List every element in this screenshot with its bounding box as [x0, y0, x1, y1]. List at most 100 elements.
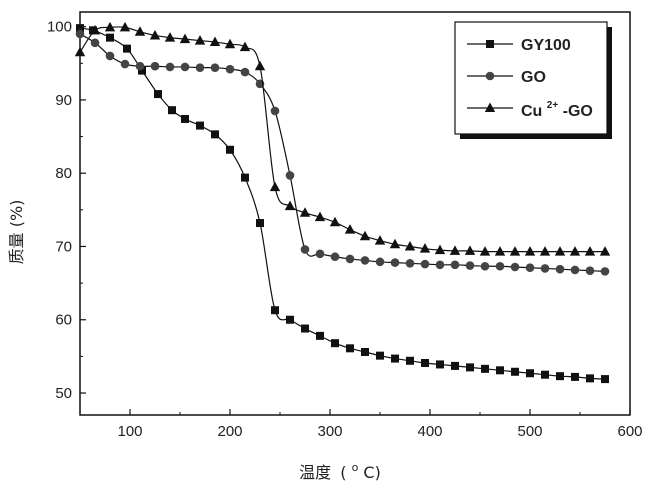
data-point-gy100 [436, 360, 444, 368]
data-point-go [346, 255, 355, 264]
data-point-go [211, 63, 220, 72]
data-point-gy100 [196, 122, 204, 130]
x-tick-label: 600 [617, 423, 642, 440]
data-point-go [406, 259, 415, 268]
data-point-cu2-go [510, 246, 520, 256]
data-point-cu2-go [240, 42, 250, 52]
data-point-cu2-go [330, 217, 340, 227]
data-point-go [166, 63, 175, 72]
legend: GY100GO Cu 2+ -GO [455, 22, 612, 139]
data-point-go [106, 52, 115, 61]
x-axis-unit-close: C) [363, 463, 380, 482]
data-point-go [376, 258, 385, 267]
legend-label-go-suffix: -GO [563, 103, 593, 120]
data-point-go [331, 252, 340, 261]
data-point-cu2-go [360, 231, 370, 241]
data-point-cu2-go [540, 246, 550, 256]
x-tick-label: 100 [117, 423, 142, 440]
x-axis-unit-open: ( [340, 463, 346, 482]
data-point-cu2-go [600, 246, 610, 256]
data-point-cu2-go [345, 224, 355, 234]
data-point-gy100 [256, 219, 264, 227]
data-point-cu2-go [585, 246, 595, 256]
data-point-go [466, 261, 475, 270]
data-point-gy100 [391, 355, 399, 363]
data-point-gy100 [526, 369, 534, 377]
y-tick-label: 70 [55, 238, 72, 255]
data-point-gy100 [181, 115, 189, 123]
data-point-cu2-go [465, 245, 475, 255]
data-point-gy100 [466, 363, 474, 371]
data-point-go [526, 263, 535, 272]
legend-label-cu-superscript: 2+ [547, 100, 559, 111]
data-point-gy100 [376, 352, 384, 360]
data-point-gy100 [421, 359, 429, 367]
data-point-gy100 [571, 373, 579, 381]
data-point-go [601, 267, 610, 276]
data-point-gy100 [451, 362, 459, 370]
data-point-cu2-go [450, 245, 460, 255]
data-point-go [541, 264, 550, 273]
data-point-go [181, 63, 190, 72]
y-tick-label: 60 [55, 312, 72, 329]
legend-label-go: GO [521, 69, 546, 86]
data-point-go [121, 60, 130, 69]
data-point-go [241, 68, 250, 77]
data-point-gy100 [241, 174, 249, 182]
data-point-gy100 [301, 325, 309, 333]
data-point-go [316, 250, 325, 259]
data-point-cu2-go [570, 246, 580, 256]
x-axis-title: 温度 ( o C) [299, 456, 381, 482]
data-point-go [136, 62, 145, 71]
data-point-cu2-go [525, 246, 535, 256]
x-tick-label: 300 [317, 423, 342, 440]
data-point-go [76, 30, 85, 39]
data-point-gy100 [361, 348, 369, 356]
data-point-gy100 [556, 372, 564, 380]
data-point-gy100 [123, 45, 131, 53]
tga-chart: 100 200 300 400 500 600 50 60 70 80 90 100 质量 (%) 温… [0, 0, 651, 488]
data-point-go [301, 245, 310, 254]
data-point-gy100 [211, 130, 219, 138]
y-axis-title: 质量 (%) [7, 200, 26, 265]
y-tick-label: 100 [47, 19, 72, 36]
data-point-go [196, 63, 205, 72]
x-tick-label: 500 [517, 423, 542, 440]
data-point-go [481, 262, 490, 271]
data-point-go [91, 38, 100, 47]
data-point-gy100 [271, 306, 279, 314]
legend-label-gy100: GY100 [521, 37, 571, 54]
data-point-go [436, 260, 445, 269]
x-tick-label: 400 [417, 423, 442, 440]
data-point-gy100 [316, 332, 324, 340]
data-point-go [226, 65, 235, 74]
data-point-cu2-go [555, 246, 565, 256]
data-point-gy100 [286, 316, 294, 324]
data-point-gy100 [511, 368, 519, 376]
y-axis-label: 质量 (%) [7, 200, 26, 265]
data-point-cu2-go [480, 246, 490, 256]
data-point-cu2-go [75, 47, 85, 57]
data-point-gy100 [496, 366, 504, 374]
data-point-gy100 [586, 374, 594, 382]
y-tick-label: 80 [55, 165, 72, 182]
data-point-gy100 [106, 34, 114, 42]
x-tick-label: 200 [217, 423, 242, 440]
data-point-cu2-go [255, 61, 265, 71]
data-point-go [421, 260, 430, 269]
x-axis-unit-degree: o [352, 461, 359, 474]
data-point-gy100 [331, 339, 339, 347]
data-point-gy100 [541, 371, 549, 379]
data-point-cu2-go [270, 182, 280, 192]
data-point-go [286, 171, 295, 180]
data-point-cu2-go [495, 246, 505, 256]
y-tick-label: 90 [55, 92, 72, 109]
data-point-gy100 [481, 365, 489, 373]
y-tick-label: 50 [55, 385, 72, 402]
data-point-go [511, 263, 520, 272]
data-point-go [586, 266, 595, 275]
data-point-gy100 [226, 146, 234, 154]
data-point-go [151, 62, 160, 71]
data-point-go [391, 258, 400, 267]
data-point-go [361, 256, 370, 265]
